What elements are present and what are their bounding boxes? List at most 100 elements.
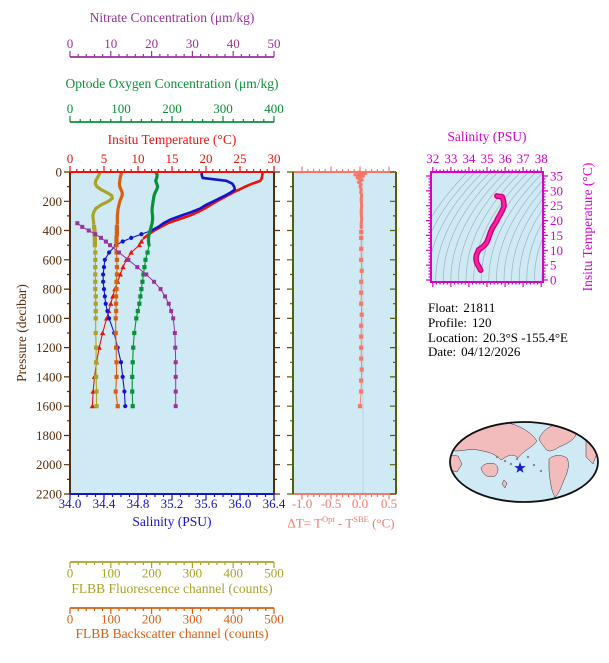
svg-text:0: 0 [67,36,74,51]
ts-curve [473,193,507,274]
svg-text:25: 25 [234,151,247,166]
svg-text:200: 200 [43,194,63,209]
svg-text:35: 35 [550,169,563,184]
series-oxygen [130,172,160,409]
svg-text:38: 38 [535,151,548,166]
svg-text:2200: 2200 [36,487,62,502]
svg-text:300: 300 [183,566,203,581]
temperature-axis-title: Insitu Temperature (°C) [107,132,237,147]
profile-line: Profile: 120 [428,314,568,331]
svg-text:32: 32 [426,151,439,166]
svg-text:30: 30 [186,36,199,51]
svg-text:-0.5: -0.5 [321,496,342,511]
svg-text:0.5: 0.5 [381,496,397,511]
ts-salinity-axis-title: Salinity (PSU) [447,129,527,144]
svg-text:2000: 2000 [36,457,62,472]
svg-text:0: 0 [67,566,74,581]
svg-text:500: 500 [264,612,284,627]
delta-t-title-sup1: Opt [321,514,335,524]
svg-text:400: 400 [223,566,243,581]
delta-t-title-sup2: SBE [353,514,369,524]
svg-text:300: 300 [183,612,203,627]
delta-t-title-part3: (°C) [368,515,395,531]
pressure-axis-title: Pressure (decibar) [14,284,29,382]
stacked-bottom-axes: 0 100 200 300 400 500 0 100 200 300 400 500 [67,561,284,627]
svg-text:35.6: 35.6 [195,496,218,511]
svg-text:10: 10 [550,243,563,258]
profile-curves [75,172,264,409]
delta-t-title-part2: - T [334,515,354,531]
svg-text:100: 100 [101,566,121,581]
svg-text:30: 30 [268,151,281,166]
svg-text:200: 200 [142,566,162,581]
svg-text:200: 200 [142,612,162,627]
location-line: Location: 20.3°S -155.4°E [428,329,568,346]
svg-text:300: 300 [213,101,233,116]
date-line: Date: 04/12/2026 [428,344,568,360]
svg-text:40: 40 [227,36,240,51]
delta-t-title-part1: ΔT= T [287,515,322,531]
svg-text:400: 400 [43,223,63,238]
svg-text:1000: 1000 [36,311,62,326]
svg-text:37: 37 [517,151,531,166]
svg-text:100: 100 [111,101,131,116]
svg-text:25: 25 [550,198,563,213]
svg-text:5: 5 [550,258,557,273]
float-id-line: Float: 21811 [428,300,568,316]
svg-text:34.4: 34.4 [93,496,116,511]
svg-text:-1.0: -1.0 [292,496,313,511]
svg-text:200: 200 [162,101,182,116]
series-backscatter [113,172,124,409]
svg-text:0: 0 [550,273,557,288]
svg-text:20: 20 [550,213,563,228]
svg-text:33: 33 [444,151,457,166]
oxygen-axis-title: Optode Oxygen Concentration (μm/kg) [65,76,279,91]
svg-text:0: 0 [67,612,74,627]
profile-value: 120 [472,314,492,330]
svg-text:800: 800 [43,282,63,297]
series-salinity [101,172,237,409]
svg-text:0: 0 [67,101,74,116]
svg-text:100: 100 [101,612,121,627]
svg-text:36.4: 36.4 [263,496,286,511]
svg-text:36: 36 [499,151,513,166]
svg-text:1200: 1200 [36,340,62,355]
svg-text:20: 20 [145,36,158,51]
svg-text:1400: 1400 [36,369,62,384]
nitrate-axis-title: Nitrate Concentration (μm/kg) [89,10,255,25]
svg-text:35: 35 [481,151,494,166]
svg-text:1800: 1800 [36,428,62,443]
svg-text:600: 600 [43,252,63,267]
svg-text:50: 50 [268,36,281,51]
svg-text:20: 20 [200,151,213,166]
svg-text:35.2: 35.2 [161,496,184,511]
svg-text:0: 0 [56,165,63,180]
float-label: Float: [428,300,459,315]
svg-text:400: 400 [264,101,284,116]
svg-text:10: 10 [104,36,117,51]
ts-density-contours [431,172,543,282]
svg-text:500: 500 [264,566,284,581]
location-value: 20.3°S -155.4°E [482,329,568,345]
svg-text:15: 15 [166,151,179,166]
series-nitrate [75,221,178,409]
plot-backgrounds [70,172,543,494]
svg-text:34: 34 [462,151,476,166]
svg-text:15: 15 [550,228,563,243]
main-plot-frame: 0200400600800100012001400160018002000220… [36,151,286,511]
svg-text:34.0: 34.0 [59,496,82,511]
date-value: 04/12/2026 [461,344,521,360]
svg-text:10: 10 [132,151,145,166]
float-info-block: Float: 21811 Profile: 120 Location: 20.3°S … [428,300,568,360]
delta-t-plot: -1.0 -0.5 0.0 0.5 [287,166,397,511]
date-label: Date: [428,344,457,360]
stacked-top-axes: 0 10 20 30 40 50 0 100 200 300 400 [67,36,284,123]
svg-text:400: 400 [223,612,243,627]
backscatter-axis-title: FLBB Backscatter channel (counts) [75,626,269,641]
svg-text:30: 30 [550,183,563,198]
world-map [449,421,599,503]
svg-text:34.8: 34.8 [127,496,150,511]
